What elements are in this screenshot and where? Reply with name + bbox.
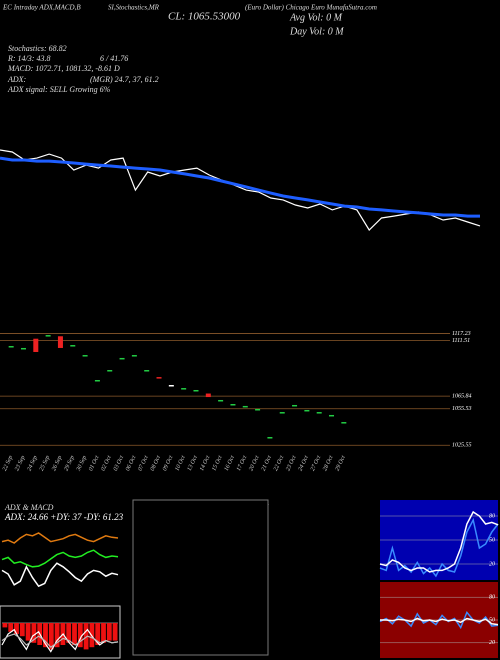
y-tick-label: 20: [489, 561, 495, 567]
header-text: Stochastics: 68.82: [8, 44, 67, 53]
candle-body: [168, 385, 174, 387]
candle-body: [8, 346, 14, 348]
macd-line: [1, 633, 119, 648]
y-tick-label: 1111.51: [452, 338, 470, 344]
y-tick-label: 80: [489, 595, 495, 601]
header-text: Day Vol: 0 M: [289, 26, 344, 37]
histogram-bar: [83, 623, 89, 650]
candle-body: [94, 380, 100, 382]
histogram-bar: [54, 623, 60, 648]
histogram-bar: [72, 623, 77, 645]
header-text: R: 14/3: 43.8: [7, 54, 50, 63]
y-tick-label: 1117.23: [452, 331, 471, 337]
header-text: EC Intraday ADX,MACD,B: [2, 4, 81, 12]
candle-body: [230, 404, 236, 406]
candle-body: [255, 408, 261, 411]
candle-body: [156, 377, 162, 379]
histogram-bar: [25, 623, 31, 641]
histogram-bar: [77, 623, 83, 648]
y-tick-label: 80: [489, 513, 495, 519]
header-text: Avg Vol: 0 M: [289, 12, 343, 23]
candle-body: [242, 405, 248, 408]
series-line: [0, 156, 480, 218]
y-tick-label: 1055.53: [452, 406, 472, 412]
y-tick-label: 50: [489, 617, 495, 623]
candle-body: [20, 347, 26, 350]
y-tick-label: 1065.84: [452, 393, 472, 400]
panel-subtitle: ADX: 24.66 +DY: 37 -DY: 61.23: [4, 512, 124, 522]
candle-body: [279, 412, 285, 414]
candle-body: [107, 370, 113, 372]
candle-body: [316, 412, 322, 414]
candle-body: [181, 388, 187, 390]
histogram-bar: [2, 623, 8, 628]
candle-body: [70, 345, 76, 347]
histogram-bar: [101, 623, 106, 643]
histogram-bar: [112, 623, 118, 641]
header-text: MACD: 1072.71, 1081.32, -8.61 D: [7, 64, 120, 73]
series-line: [1, 549, 119, 568]
histogram-bar: [106, 623, 112, 641]
histogram-bar: [48, 623, 54, 650]
panel-frame: [0, 605, 121, 659]
series-line: [380, 617, 499, 626]
histogram-bar: [43, 623, 48, 648]
histogram-bar: [31, 623, 37, 643]
candle-body: [193, 389, 199, 392]
header-text: 6 / 41.76: [100, 54, 128, 63]
header-text: CL: 1065.53000: [168, 11, 241, 23]
panel-frame: [132, 499, 269, 656]
histogram-bar: [8, 623, 14, 632]
series-line: [1, 532, 119, 544]
series-line: [379, 510, 499, 573]
histogram-bar: [14, 623, 19, 634]
candle-body: [82, 355, 88, 357]
candle-body: [57, 336, 63, 348]
histogram-bar: [19, 623, 25, 637]
candle-body: [218, 399, 224, 402]
header-text: (MGR) 24.7, 37, 61.2: [90, 75, 159, 84]
candle-body: [329, 414, 335, 417]
series-line: [1, 562, 119, 588]
candle-body: [267, 437, 273, 439]
header-text: ADX signal: SELL Growing 6%: [7, 85, 111, 94]
y-tick-label: 20: [489, 640, 495, 646]
candle-body: [33, 338, 39, 352]
y-tick-label: 50: [489, 537, 495, 543]
candle-body: [131, 355, 137, 357]
histogram-bar: [66, 623, 72, 643]
header-text: SI,Stochastics,MR: [108, 4, 160, 12]
header-text: ADX:: [7, 75, 27, 84]
candle-body: [205, 393, 211, 398]
histogram-bar: [95, 623, 101, 645]
candle-body: [304, 409, 310, 412]
header-text: (Euro Dollar) Chicago Euro MunafaSutra.c…: [245, 4, 377, 12]
candle-body: [119, 357, 125, 360]
macd-line: [1, 628, 119, 653]
candle-body: [144, 370, 150, 372]
candle-body: [45, 335, 51, 337]
candle-body: [341, 422, 347, 424]
series-line: [0, 149, 481, 231]
y-tick-label: 1025.55: [452, 443, 472, 449]
candle-body: [292, 404, 298, 407]
panel-title: ADX & MACD: [4, 503, 54, 512]
